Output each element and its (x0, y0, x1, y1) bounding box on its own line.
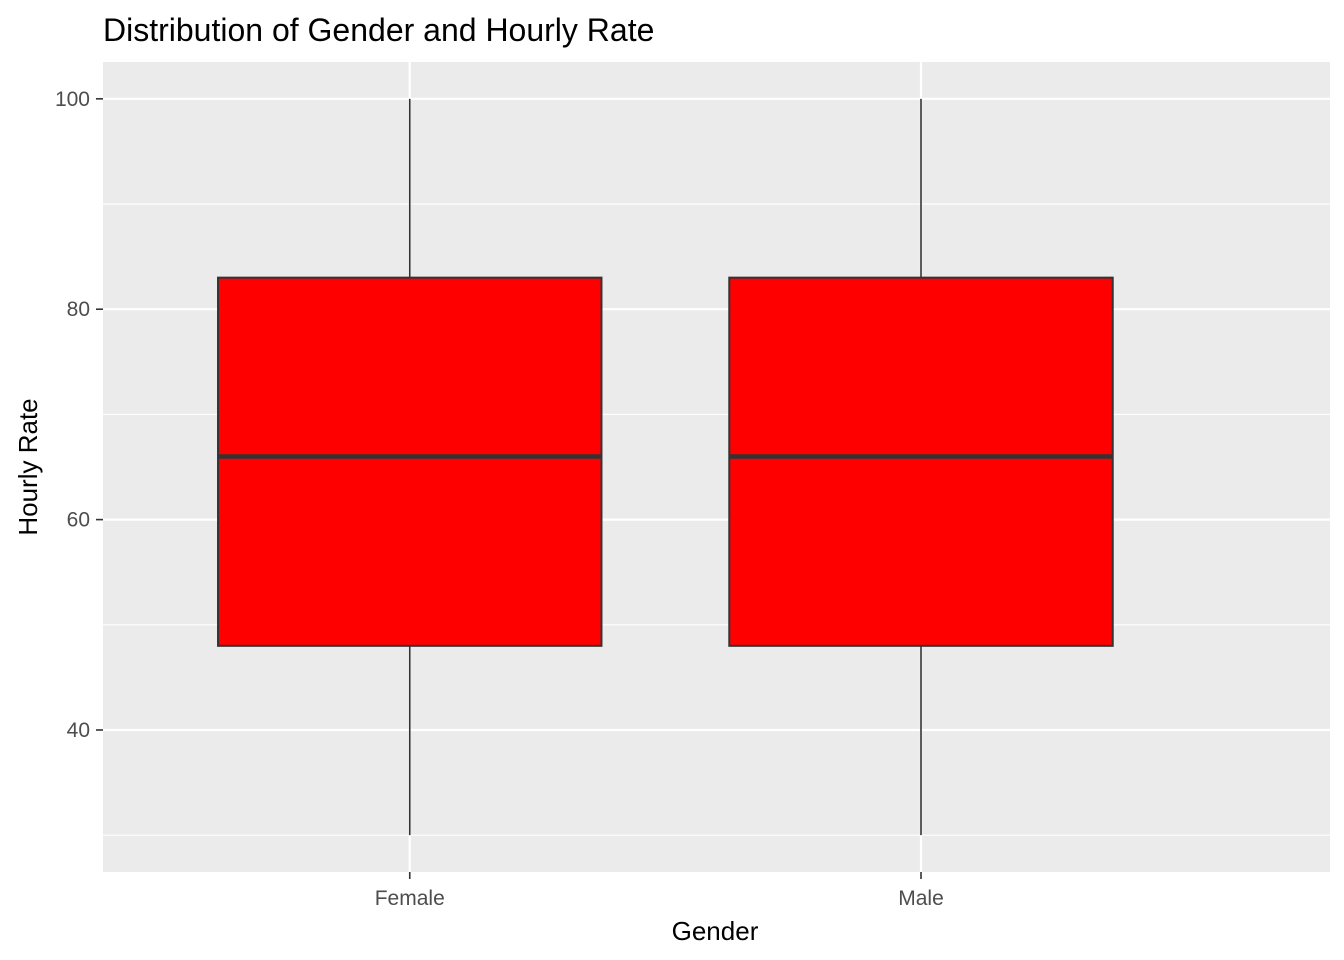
y-axis-title: Hourly Rate (13, 398, 43, 535)
box-female (217, 276, 603, 647)
box-layer (217, 98, 1114, 836)
x-tick-label: Female (375, 887, 445, 910)
y-tick-label: 80 (67, 298, 90, 321)
box-male (728, 276, 1114, 647)
chart-title: Distribution of Gender and Hourly Rate (103, 12, 654, 48)
axis-layer: 40 60 80 100 Female Male (55, 88, 944, 910)
x-axis-title: Gender (672, 916, 759, 946)
x-tick-label: Male (898, 887, 944, 910)
y-tick-label: 40 (67, 719, 90, 742)
y-tick-label: 100 (55, 88, 90, 111)
y-tick-label: 60 (67, 509, 90, 532)
